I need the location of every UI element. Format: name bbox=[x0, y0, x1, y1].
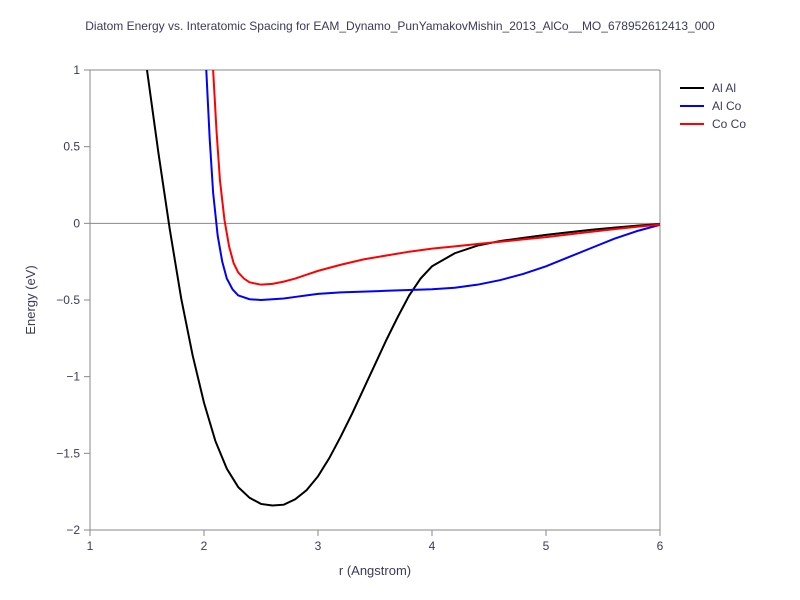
series-co-co bbox=[213, 70, 660, 285]
plot-area bbox=[147, 70, 660, 505]
y-tick-label: −1.5 bbox=[56, 446, 80, 460]
x-axis-label: r (Angstrom) bbox=[339, 563, 411, 578]
x-tick-label: 5 bbox=[543, 539, 550, 553]
y-axis-label: Energy (eV) bbox=[23, 265, 38, 334]
legend-label: Al Co bbox=[712, 99, 742, 113]
chart-container: Diatom Energy vs. Interatomic Spacing fo… bbox=[0, 0, 800, 600]
x-tick-label: 4 bbox=[429, 539, 436, 553]
y-tick-label: 0.5 bbox=[63, 140, 80, 154]
energy-chart: Diatom Energy vs. Interatomic Spacing fo… bbox=[0, 0, 800, 600]
x-tick-label: 3 bbox=[315, 539, 322, 553]
x-tick-label: 2 bbox=[201, 539, 208, 553]
y-tick-label: 1 bbox=[73, 63, 80, 77]
legend-label: Co Co bbox=[712, 117, 746, 131]
x-tick-label: 1 bbox=[87, 539, 94, 553]
y-tick-label: 0 bbox=[73, 216, 80, 230]
y-tick-label: −1 bbox=[66, 370, 80, 384]
x-tick-label: 6 bbox=[657, 539, 664, 553]
series-al-al bbox=[147, 70, 660, 505]
legend-label: Al Al bbox=[712, 81, 736, 95]
y-tick-label: −2 bbox=[66, 523, 80, 537]
y-tick-label: −0.5 bbox=[56, 293, 80, 307]
chart-title: Diatom Energy vs. Interatomic Spacing fo… bbox=[85, 19, 715, 33]
